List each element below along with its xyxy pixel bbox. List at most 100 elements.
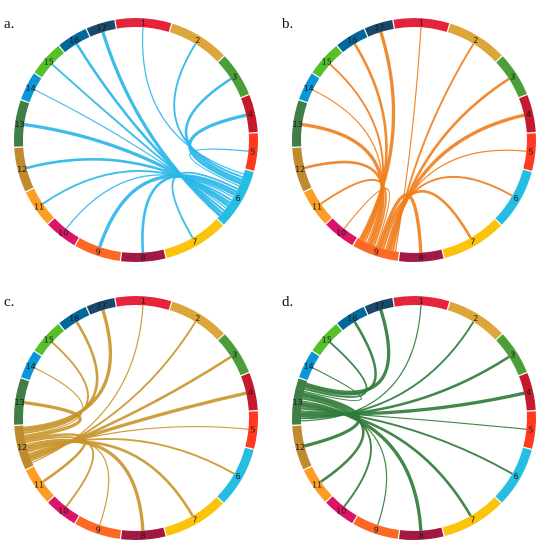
segment-sdg-7: [164, 219, 223, 259]
segment-sdg-17: [364, 19, 394, 37]
link-13-5: [301, 410, 527, 430]
segment-sdg-9: [75, 238, 121, 261]
segment-label-17: 17: [96, 24, 106, 33]
segment-label-9: 9: [96, 525, 101, 534]
segment-label-4: 4: [248, 110, 253, 119]
link-12-6: [27, 438, 235, 475]
segment-sdg-10: [48, 496, 79, 524]
segment-label-11: 11: [34, 480, 44, 489]
segment-sdg-5: [523, 411, 536, 449]
segment-sdg-16: [337, 306, 368, 331]
segment-sdg-9: [353, 238, 399, 261]
link-13-11: [302, 394, 365, 483]
link-9-10: [343, 187, 390, 247]
links-group: [301, 27, 527, 253]
segment-sdg-17: [86, 297, 116, 315]
segment-sdg-8: [121, 527, 166, 540]
link-12-11: [24, 433, 87, 483]
segment-label-12: 12: [17, 165, 27, 174]
segment-label-6: 6: [236, 194, 241, 203]
link-9-7: [379, 190, 472, 249]
link-12-9: [26, 438, 110, 526]
segment-sdg-5: [245, 133, 258, 171]
panel-label: b.: [282, 16, 293, 32]
segment-sdg-16: [337, 28, 368, 53]
segment-sdg-6: [495, 447, 532, 503]
segment-label-14: 14: [26, 362, 36, 371]
segment-sdg-14: [21, 73, 42, 103]
segment-sdg-3: [218, 56, 249, 98]
segment-sdg-8: [399, 249, 444, 262]
link-6-9: [98, 174, 236, 248]
segment-sdg-13: [13, 100, 30, 147]
link-9-2: [392, 43, 475, 252]
segment-sdg-12: [292, 425, 312, 470]
segment-label-4: 4: [526, 388, 531, 397]
link-6-4: [188, 113, 247, 185]
segment-label-13: 13: [293, 398, 303, 407]
segment-label-2: 2: [473, 314, 478, 323]
segment-sdg-17: [86, 19, 116, 37]
link-13-10: [302, 397, 372, 508]
segment-label-3: 3: [232, 350, 237, 359]
link-9-1: [394, 27, 422, 252]
segment-label-1: 1: [419, 19, 424, 28]
link-9-12: [304, 160, 385, 246]
segment-label-9: 9: [96, 247, 101, 256]
segment-label-15: 15: [44, 57, 54, 66]
link-6-14: [34, 89, 227, 209]
segment-sdg-16: [59, 306, 90, 331]
segment-sdg-14: [299, 73, 320, 103]
segment-sdg-12: [292, 147, 312, 192]
segment-sdg-4: [519, 373, 536, 411]
segment-label-16: 16: [347, 314, 357, 323]
link-12-1: [31, 305, 144, 464]
segment-label-7: 7: [192, 516, 197, 525]
segment-sdg-15: [312, 45, 343, 78]
segment-label-11: 11: [34, 202, 44, 211]
segment-sdg-2: [169, 23, 224, 62]
links-group: [23, 27, 249, 253]
segment-sdg-15: [34, 45, 65, 78]
link-9-8: [377, 193, 423, 253]
segment-label-8: 8: [419, 253, 424, 262]
segment-label-5: 5: [250, 426, 255, 435]
segment-sdg-14: [21, 351, 42, 381]
segment-label-8: 8: [141, 531, 146, 540]
segment-label-4: 4: [526, 110, 531, 119]
segment-label-13: 13: [15, 120, 25, 129]
segment-label-14: 14: [304, 84, 314, 93]
segment-sdg-13: [292, 378, 308, 425]
segment-label-6: 6: [514, 472, 519, 481]
segment-label-12: 12: [17, 443, 27, 452]
segment-label-11: 11: [312, 202, 322, 211]
segment-label-1: 1: [419, 297, 424, 306]
segment-sdg-5: [245, 411, 258, 449]
segment-sdg-10: [48, 218, 79, 246]
segment-label-15: 15: [322, 57, 332, 66]
segment-label-7: 7: [470, 238, 475, 247]
link-12-16: [23, 321, 99, 433]
segment-sdg-1: [115, 18, 172, 32]
link-9-15: [329, 63, 384, 243]
segment-label-13: 13: [293, 120, 303, 129]
segment-sdg-15: [312, 323, 343, 356]
segment-label-2: 2: [473, 36, 478, 45]
segment-sdg-1: [115, 296, 172, 310]
link-6-10: [65, 174, 234, 230]
link-6-17: [101, 31, 222, 217]
segment-label-2: 2: [195, 36, 200, 45]
link-9-14: [312, 89, 383, 244]
link-6-8: [141, 174, 238, 253]
segment-sdg-13: [13, 378, 30, 425]
link-6-15: [51, 63, 225, 212]
link-13-4: [301, 391, 525, 416]
segment-label-1: 1: [141, 19, 146, 28]
segment-sdg-3: [218, 334, 249, 376]
segment-sdg-15: [34, 323, 65, 356]
segment-sdg-10: [326, 218, 357, 246]
segment-label-16: 16: [69, 314, 79, 323]
